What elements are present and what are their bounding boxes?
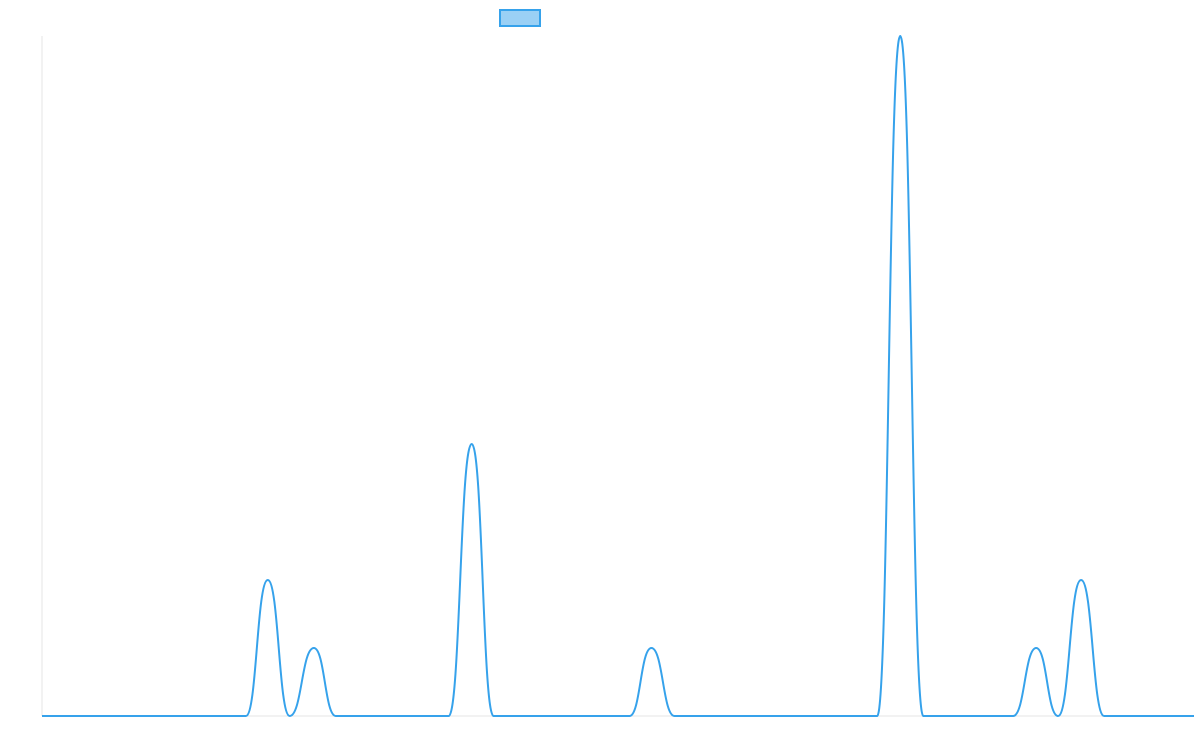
legend-swatch[interactable] [499, 9, 541, 27]
series-layer [42, 35, 1194, 718]
legend[interactable] [499, 9, 541, 27]
axes [41, 36, 1194, 717]
series-line-0 [42, 35, 1194, 718]
